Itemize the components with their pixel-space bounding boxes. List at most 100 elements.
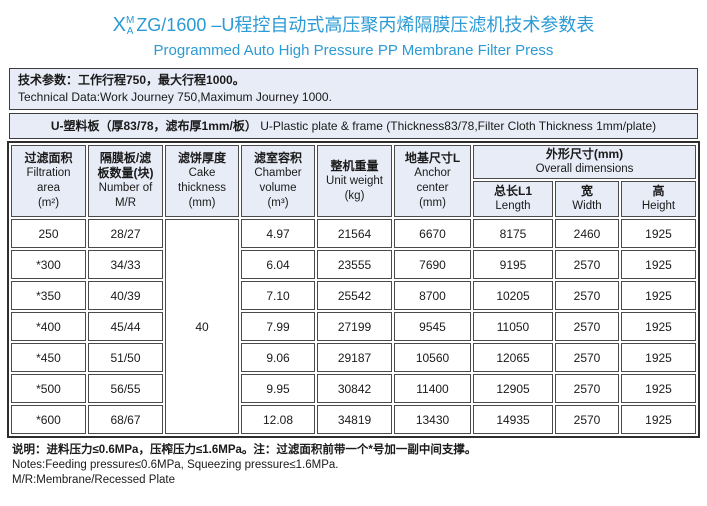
cake-thickness-cell: 40: [165, 219, 239, 434]
header-row-1: 过滤面积 Filtration area (m²) 隔膜板/滤 板数量(块) N…: [11, 145, 696, 217]
cell-anchor: 13430: [394, 405, 471, 434]
header-en: Anchor center (mm): [414, 167, 451, 209]
footnotes: 说明：进料压力≤0.6MPa，压榨压力≤1.6MPa。注：过滤面积前带一个*号加…: [12, 443, 697, 488]
cell-length: 8175: [473, 219, 553, 248]
header-cn: 滤饼厚度: [177, 151, 226, 165]
cell-anchor: 7690: [394, 250, 471, 279]
table-row: *450 51/50 9.06 29187 10560 12065 2570 1…: [11, 343, 696, 372]
cell-area: *400: [11, 312, 86, 341]
cell-weight: 27199: [317, 312, 392, 341]
cell-length: 12905: [473, 374, 553, 403]
cell-plates: 51/50: [88, 343, 163, 372]
col-header-overall-dimensions: 外形尺寸(mm) Overall dimensions: [473, 145, 696, 179]
cell-area: *350: [11, 281, 86, 310]
header-cn: 外形尺寸(mm): [545, 147, 624, 161]
cell-weight: 34819: [317, 405, 392, 434]
subcol-header-width: 宽 Width: [555, 181, 619, 217]
cell-anchor: 10560: [394, 343, 471, 372]
header-en: Number of M/R: [98, 182, 153, 209]
note-cn: 说明：进料压力≤0.6MPa，压榨压力≤1.6MPa。注：过滤面积前带一个*号加…: [12, 444, 477, 456]
col-header-chamber-volume: 滤室容积 Chamber volume (m³): [241, 145, 315, 217]
cell-volume: 4.97: [241, 219, 315, 248]
header-en: Unit weight (kg): [326, 174, 383, 202]
cell-weight: 30842: [317, 374, 392, 403]
cell-area: *300: [11, 250, 86, 279]
col-header-filtration-area: 过滤面积 Filtration area (m²): [11, 145, 86, 217]
cell-height: 1925: [621, 219, 696, 248]
table-row: *400 45/44 7.99 27199 9545 11050 2570 19…: [11, 312, 696, 341]
cell-plates: 56/55: [88, 374, 163, 403]
cell-width: 2570: [555, 343, 619, 372]
cell-area: *450: [11, 343, 86, 372]
spec-table: 过滤面积 Filtration area (m²) 隔膜板/滤 板数量(块) N…: [7, 141, 700, 438]
cell-volume: 9.95: [241, 374, 315, 403]
cell-weight: 29187: [317, 343, 392, 372]
cell-length: 11050: [473, 312, 553, 341]
header-en: Filtration area (m²): [26, 167, 71, 209]
cell-anchor: 11400: [394, 374, 471, 403]
cell-width: 2460: [555, 219, 619, 248]
technical-data-cn: 技术参数：工作行程750，最大行程1000。: [18, 73, 245, 87]
cell-anchor: 8700: [394, 281, 471, 310]
header-cn: 总长L1: [493, 184, 532, 198]
plate-spec-box: U-塑料板（厚83/78，滤布厚1mm/板） U-Plastic plate &…: [9, 113, 698, 139]
header-en: Overall dimensions: [535, 163, 634, 175]
cell-length: 10205: [473, 281, 553, 310]
cell-height: 1925: [621, 405, 696, 434]
cell-plates: 34/33: [88, 250, 163, 279]
cell-width: 2570: [555, 374, 619, 403]
cell-area: *600: [11, 405, 86, 434]
model-prefix: X: [112, 14, 126, 36]
model-rest: ZG/1600 –U程控自动式高压聚丙烯隔膜压滤机技术参数表: [136, 15, 595, 35]
table-row: 250 28/27 40 4.97 21564 6670 8175 2460 1…: [11, 219, 696, 434]
cell-height: 1925: [621, 250, 696, 279]
header-cn: 高: [652, 184, 665, 198]
cell-weight: 25542: [317, 281, 392, 310]
page-title: X M A ZG/1600 –U程控自动式高压聚丙烯隔膜压滤机技术参数表: [0, 11, 707, 39]
note-mr: M/R:Membrane/Recessed Plate: [12, 474, 175, 486]
cell-plates: 45/44: [88, 312, 163, 341]
cell-length: 14935: [473, 405, 553, 434]
technical-data-en: Technical Data:Work Journey 750,Maximum …: [18, 90, 332, 104]
cell-height: 1925: [621, 312, 696, 341]
table-row: *600 68/67 12.08 34819 13430 14935 2570 …: [11, 405, 696, 434]
cell-area: 250: [11, 219, 86, 248]
table-row: *300 34/33 6.04 23555 7690 9195 2570 192…: [11, 250, 696, 279]
plate-spec-en: U-Plastic plate & frame (Thickness83/78,…: [260, 119, 657, 133]
cell-plates: 68/67: [88, 405, 163, 434]
note-en: Notes:Feeding pressure≤0.6MPa, Squeezing…: [12, 459, 339, 471]
cell-volume: 9.06: [241, 343, 315, 372]
cell-volume: 12.08: [241, 405, 315, 434]
subcol-header-length: 总长L1 Length: [473, 181, 553, 217]
header-cn: 过滤面积: [24, 151, 73, 165]
cell-width: 2570: [555, 250, 619, 279]
cell-length: 9195: [473, 250, 553, 279]
header-en: Cake thickness (mm): [178, 167, 226, 209]
col-header-cake-thickness: 滤饼厚度 Cake thickness (mm): [165, 145, 239, 217]
cell-width: 2570: [555, 281, 619, 310]
cell-length: 12065: [473, 343, 553, 372]
col-header-anchor-center: 地基尺寸L Anchor center (mm): [394, 145, 471, 217]
cell-volume: 7.10: [241, 281, 315, 310]
model-sub: A: [126, 26, 134, 38]
model-sup: M: [125, 15, 135, 27]
header-cn: 地基尺寸L: [404, 151, 461, 165]
header-en: Height: [641, 200, 676, 212]
table-row: *350 40/39 7.10 25542 8700 10205 2570 19…: [11, 281, 696, 310]
header-cn: 滤室容积: [253, 151, 302, 165]
col-header-unit-weight: 整机重量 Unit weight (kg): [317, 145, 392, 217]
subcol-header-height: 高 Height: [621, 181, 696, 217]
header-en: Chamber volume (m³): [254, 167, 302, 209]
cell-width: 2570: [555, 312, 619, 341]
plate-spec-cn: U-塑料板（厚83/78，滤布厚1mm/板）: [50, 119, 257, 133]
header-cn: 整机重量: [330, 158, 379, 173]
cell-height: 1925: [621, 281, 696, 310]
cell-height: 1925: [621, 374, 696, 403]
cell-volume: 7.99: [241, 312, 315, 341]
cell-volume: 6.04: [241, 250, 315, 279]
header-row-2: 总长L1 Length 宽 Width 高 Height: [11, 181, 696, 217]
cell-height: 1925: [621, 343, 696, 372]
header-cn: 隔膜板/滤 板数量(块): [97, 151, 154, 180]
